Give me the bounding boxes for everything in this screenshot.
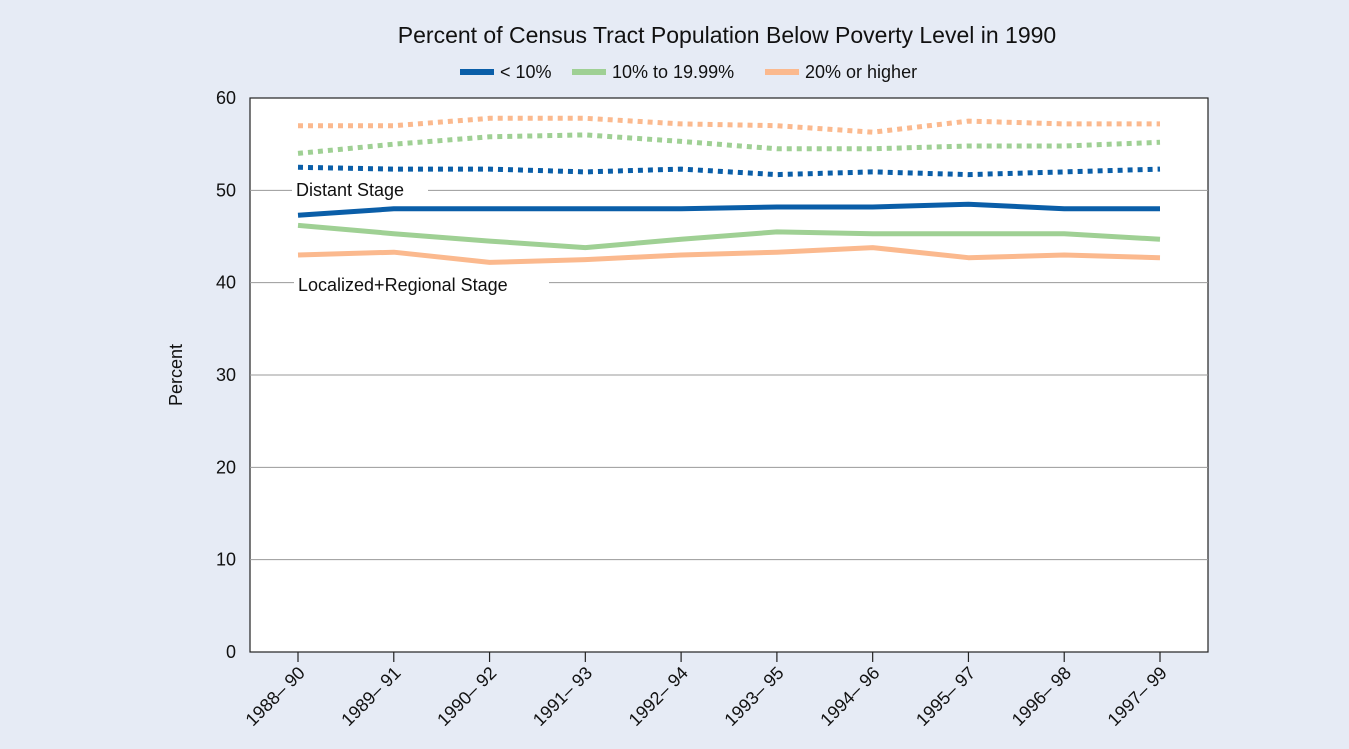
series-line xyxy=(297,201,1160,218)
y-tick-label: 20 xyxy=(216,457,236,477)
y-tick-label: 40 xyxy=(216,273,236,293)
legend-label: 20% or higher xyxy=(805,62,917,82)
x-tick-label: 1991– 93 xyxy=(529,663,596,730)
series-line xyxy=(297,245,1161,265)
x-tick-label: 1993– 95 xyxy=(720,663,787,730)
series-line xyxy=(298,115,1160,135)
y-tick-label: 30 xyxy=(216,365,236,385)
legend-label: < 10% xyxy=(500,62,552,82)
series-line xyxy=(297,132,1161,156)
y-tick-label: 60 xyxy=(216,88,236,108)
chart-title: Percent of Census Tract Population Below… xyxy=(398,22,1056,48)
annotation-background xyxy=(292,176,428,202)
y-axis-title: Percent xyxy=(166,344,186,406)
series-line xyxy=(297,164,1161,178)
x-tick-label: 1997– 99 xyxy=(1104,663,1171,730)
y-tick-label: 10 xyxy=(216,550,236,570)
x-tick-label: 1990– 92 xyxy=(433,663,500,730)
y-tick-label: 50 xyxy=(216,180,236,200)
x-tick-label: 1989– 91 xyxy=(337,663,404,730)
x-tick-label: 1992– 94 xyxy=(625,663,692,730)
annotation-label: Localized+Regional Stage xyxy=(298,275,508,295)
series-line xyxy=(297,222,1161,251)
x-tick-label: 1996– 98 xyxy=(1008,663,1075,730)
legend-label: 10% to 19.99% xyxy=(612,62,734,82)
x-tick-label: 1995– 97 xyxy=(912,663,979,730)
x-tick-label: 1988– 90 xyxy=(242,663,309,730)
annotation-label: Distant Stage xyxy=(296,180,404,200)
y-tick-label: 0 xyxy=(226,642,236,662)
annotation-background xyxy=(294,271,549,297)
x-tick-label: 1994– 96 xyxy=(816,663,883,730)
